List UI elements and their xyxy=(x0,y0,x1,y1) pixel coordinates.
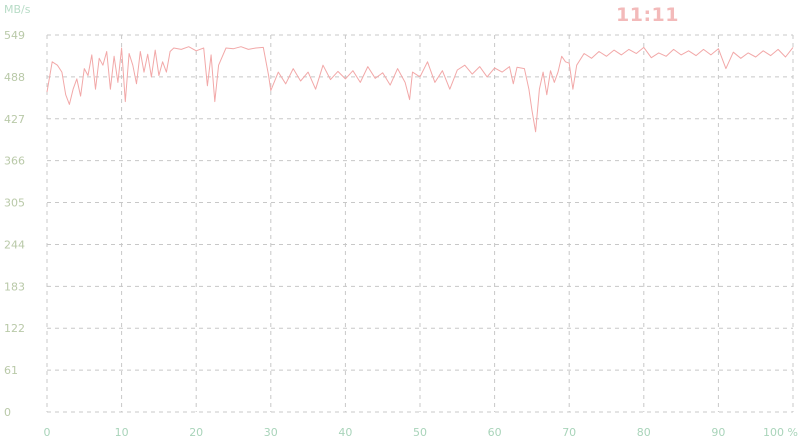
series-layer xyxy=(46,46,794,133)
y-tick-label: 183 xyxy=(4,280,25,293)
x-tick-label: 60 xyxy=(488,426,502,439)
x-tick-label: 30 xyxy=(264,426,278,439)
x-tick-label: 80 xyxy=(637,426,651,439)
x-tick-label: 100 % xyxy=(763,426,798,439)
x-tick-label: 50 xyxy=(413,426,427,439)
x-tick-label: 0 xyxy=(44,426,51,439)
y-tick-label: 61 xyxy=(4,364,18,377)
y-tick-label: 244 xyxy=(4,238,25,251)
y-tick-label: 366 xyxy=(4,155,25,168)
x-tick-label: 10 xyxy=(115,426,129,439)
y-axis-ticks: 0 61 122 183 244 305 366 427 488 549 xyxy=(4,29,25,419)
series-line-0 xyxy=(46,46,794,133)
x-tick-label: 90 xyxy=(711,426,725,439)
x-tick-label: 40 xyxy=(338,426,352,439)
y-tick-label: 305 xyxy=(4,197,25,210)
y-tick-label: 122 xyxy=(4,322,25,335)
y-tick-label: 488 xyxy=(4,71,25,84)
x-axis-ticks: 0 10 20 30 40 50 60 70 80 90 100 % xyxy=(44,426,799,439)
grid-lines xyxy=(46,34,794,413)
y-tick-label: 549 xyxy=(4,29,25,42)
x-tick-label: 20 xyxy=(189,426,203,439)
y-tick-label: 427 xyxy=(4,113,25,126)
x-tick-label: 70 xyxy=(562,426,576,439)
y-axis-unit-label: MB/s xyxy=(4,3,31,16)
y-tick-label: 0 xyxy=(4,406,11,419)
clock-display: 11:11 xyxy=(616,4,679,26)
